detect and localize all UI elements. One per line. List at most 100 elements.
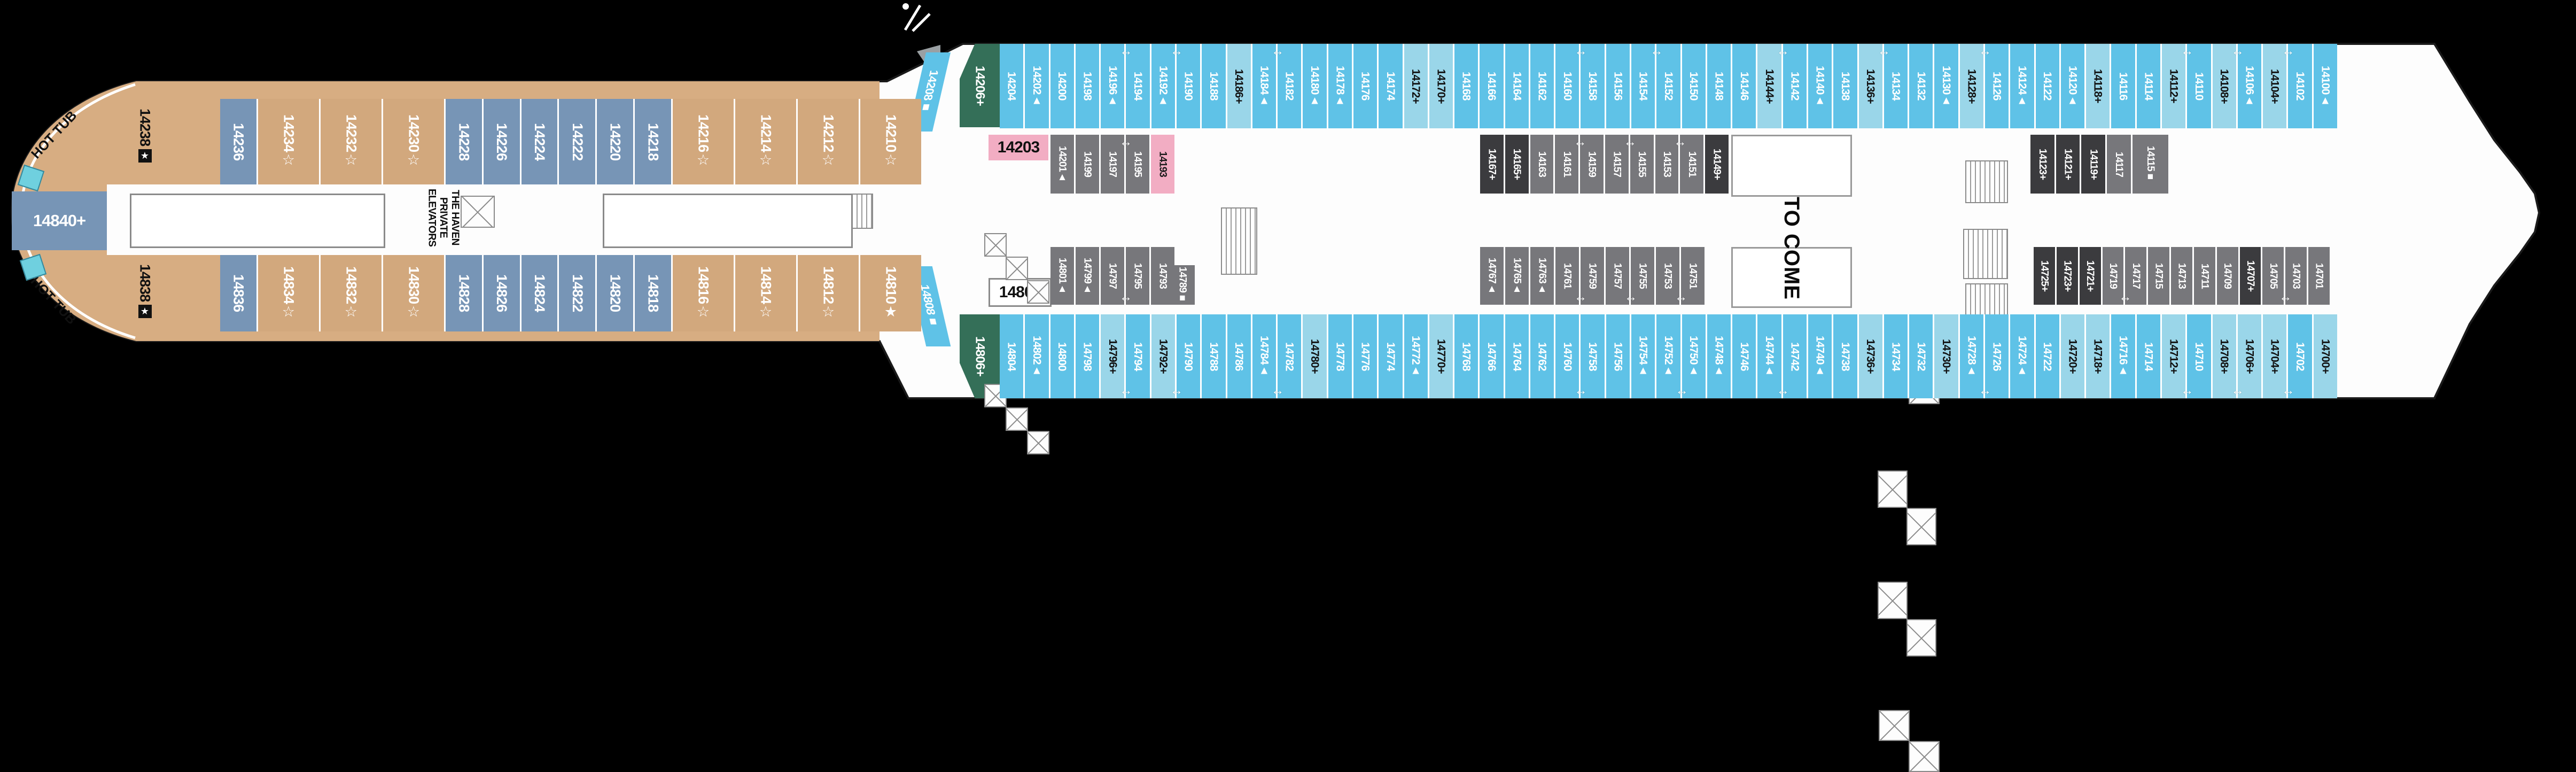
cabin-14822[interactable]: 14822 [559, 255, 596, 331]
cabin-14136[interactable]: 14136+ ↔ [1858, 44, 1890, 128]
cabin-14820[interactable]: 14820 [597, 255, 634, 331]
cabin-14796[interactable]: 14796+ ↔ [1101, 314, 1132, 398]
cabin-14165[interactable]: 14165+ [1505, 135, 1529, 194]
cabin-14153[interactable]: 14153 ↔ [1655, 135, 1686, 194]
cabin-14106[interactable]: 14106▲ [2237, 44, 2262, 128]
cabin-14118[interactable]: 14118+ [2086, 44, 2110, 128]
cabin-14164[interactable]: 14164 [1505, 44, 1529, 128]
cabin-14192[interactable]: 14192▲ ↔ [1151, 44, 1183, 128]
cabin-14720[interactable]: 14720+ [2060, 314, 2085, 398]
cabin-14734[interactable]: 14734 [1884, 314, 1908, 398]
cabin-14234[interactable]: 14234☆ [258, 99, 319, 184]
cabin-14186[interactable]: 14186+ [1227, 44, 1251, 128]
cabin-14193[interactable]: 14193 [1151, 135, 1174, 194]
cabin-14121[interactable]: 14121+ [2056, 135, 2080, 194]
cabin-14108[interactable]: 14108+ ↔ [2212, 44, 2244, 128]
cabin-14754[interactable]: 14754▲ [1631, 314, 1655, 398]
cabin-14180[interactable]: 14180▲ [1303, 44, 1327, 128]
cabin-14128[interactable]: 14128+ ↔ [1959, 44, 1991, 128]
cabin-14794[interactable]: 14794 [1126, 314, 1150, 398]
cabin-14160[interactable]: 14160 ↔ [1555, 44, 1587, 128]
cabin-14795[interactable]: 14795 [1126, 247, 1149, 305]
cabin-14201[interactable]: 14201▲ [1050, 135, 1074, 194]
cabin-14713[interactable]: 14713 [2171, 247, 2192, 305]
cabin-14744[interactable]: 14744▲ ↔ [1757, 314, 1789, 398]
cabin-14703[interactable]: 14703 [2285, 247, 2307, 305]
cabin-14138[interactable]: 14138 [1833, 44, 1857, 128]
cabin-14206[interactable]: 14206+ [960, 44, 1000, 127]
cabin-14790[interactable]: 14790 [1176, 314, 1201, 398]
cabin-14801[interactable]: 14801▲ [1050, 247, 1074, 305]
cabin-14770[interactable]: 14770+ [1429, 314, 1453, 398]
cabin-14134[interactable]: 14134 [1884, 44, 1908, 128]
cabin-14712[interactable]: 14712+ ↔ [2161, 314, 2193, 398]
cabin-14210[interactable]: 14210☆ [860, 99, 922, 184]
cabin-14151[interactable]: 14151 [1680, 135, 1704, 194]
cabin-14753[interactable]: 14753 ↔ [1656, 247, 1687, 305]
cabin-14778[interactable]: 14778 [1328, 314, 1352, 398]
cabin-14721[interactable]: 14721+ [2079, 247, 2101, 305]
cabin-14199[interactable]: 14199 [1076, 135, 1099, 194]
cabin-14155[interactable]: 14155 [1630, 135, 1654, 194]
cabin-14157[interactable]: 14157 ↔ [1605, 135, 1637, 194]
cabin-14170[interactable]: 14170+ [1429, 44, 1453, 128]
cabin-14203[interactable]: 14203 [989, 135, 1048, 160]
cabin-14746[interactable]: 14746 [1732, 314, 1756, 398]
cabin-14719[interactable]: 14719 ↔ [2102, 247, 2131, 305]
cabin-14763[interactable]: 14763▲ [1530, 247, 1554, 305]
cabin-14802[interactable]: 14802▲ [1025, 314, 1049, 398]
cabin-14810[interactable]: 14810★ [860, 255, 922, 331]
cabin-14238[interactable]: 14238 ★ [134, 109, 156, 163]
cabin-14202[interactable]: 14202▲ [1025, 44, 1049, 128]
cabin-14120[interactable]: 14120▲ [2060, 44, 2085, 128]
cabin-14767[interactable]: 14767▲ [1480, 247, 1504, 305]
cabin-14220[interactable]: 14220 [597, 99, 634, 184]
cabin-14196[interactable]: 14196▲ ↔ [1101, 44, 1132, 128]
cabin-14715[interactable]: 14715 [2148, 247, 2170, 305]
cabin-14167[interactable]: 14167+ [1480, 135, 1504, 194]
cabin-14172[interactable]: 14172+ [1404, 44, 1428, 128]
cabin-14222[interactable]: 14222 [559, 99, 596, 184]
cabin-14236[interactable]: 14236 [220, 99, 256, 184]
cabin-14786[interactable]: 14786 [1227, 314, 1251, 398]
cabin-14156[interactable]: 14156 [1606, 44, 1630, 128]
cabin-14756[interactable]: 14756 [1606, 314, 1630, 398]
cabin-14792[interactable]: 14792+ ↔ [1151, 314, 1183, 398]
cabin-14124[interactable]: 14124▲ [2010, 44, 2034, 128]
cabin-14751[interactable]: 14751 [1681, 247, 1705, 305]
cabin-14152[interactable]: 14152 [1656, 44, 1680, 128]
cabin-14765[interactable]: 14765▲ [1505, 247, 1529, 305]
cabin-14710[interactable]: 14710 [2187, 314, 2211, 398]
cabin-14797[interactable]: 14797 ↔ [1101, 247, 1132, 305]
cabin-14163[interactable]: 14163 [1530, 135, 1554, 194]
cabin-14760[interactable]: 14760 ↔ [1555, 314, 1587, 398]
cabin-14772[interactable]: 14772▲ [1404, 314, 1428, 398]
cabin-14149[interactable]: 14149+ [1705, 135, 1729, 194]
cabin-14740[interactable]: 14740▲ [1808, 314, 1832, 398]
cabin-14784[interactable]: 14784▲ ↔ [1252, 314, 1284, 398]
cabin-14750[interactable]: 14750▲ [1682, 314, 1706, 398]
cabin-14110[interactable]: 14110 [2187, 44, 2211, 128]
cabin-14140[interactable]: 14140▲ [1808, 44, 1832, 128]
cabin-14755[interactable]: 14755 [1631, 247, 1654, 305]
cabin-14176[interactable]: 14176 [1353, 44, 1378, 128]
cabin-14730[interactable]: 14730+ [1934, 314, 1958, 398]
cabin-14226[interactable]: 14226 [483, 99, 520, 184]
cabin-14706[interactable]: 14706+ [2237, 314, 2262, 398]
cabin-14117[interactable]: 14117 [2107, 135, 2131, 194]
cabin-14764[interactable]: 14764 [1505, 314, 1529, 398]
cabin-14190[interactable]: 14190 [1176, 44, 1201, 128]
cabin-14102[interactable]: 14102 [2288, 44, 2312, 128]
cabin-14700[interactable]: 14700+ [2313, 314, 2337, 398]
cabin-14736[interactable]: 14736+ [1858, 314, 1882, 398]
cabin-14701[interactable]: 14701 [2308, 247, 2330, 305]
cabin-14126[interactable]: 14126 [1984, 44, 2009, 128]
cabin-14798[interactable]: 14798 [1075, 314, 1100, 398]
cabin-14161[interactable]: 14161 ↔ [1555, 135, 1586, 194]
cabin-14738[interactable]: 14738 [1833, 314, 1857, 398]
cabin-14758[interactable]: 14758 [1581, 314, 1605, 398]
cabin-14818[interactable]: 14818 [635, 255, 672, 331]
cabin-14830[interactable]: 14830☆ [383, 255, 444, 331]
cabin-14768[interactable]: 14768 [1454, 314, 1478, 398]
cabin-14112[interactable]: 14112+ ↔ [2161, 44, 2193, 128]
